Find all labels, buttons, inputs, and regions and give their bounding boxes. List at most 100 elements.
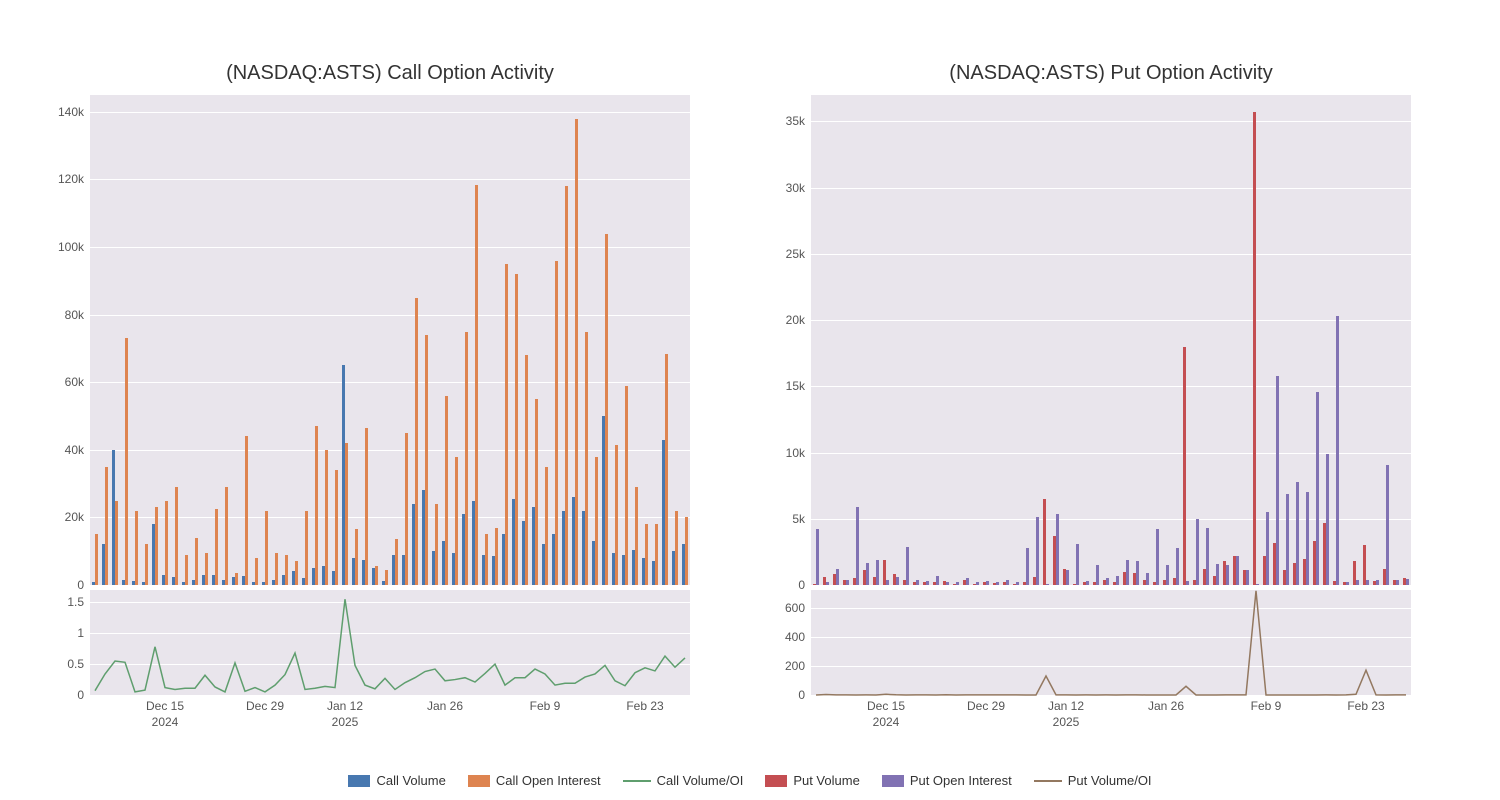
bar — [866, 563, 869, 586]
y-tick-label: 60k — [65, 375, 90, 389]
bar — [1036, 517, 1039, 585]
bar — [475, 185, 478, 585]
figure: (NASDAQ:ASTS) Call Option Activity 020k4… — [0, 0, 1500, 800]
bar — [445, 396, 448, 585]
bar — [285, 555, 288, 585]
bar — [575, 119, 578, 585]
bar — [1276, 376, 1279, 585]
bar — [435, 504, 438, 585]
bar — [555, 261, 558, 585]
bar — [906, 547, 909, 585]
bar — [926, 581, 929, 585]
bar — [535, 399, 538, 585]
bar — [1206, 528, 1209, 585]
y-tick-label: 140k — [58, 105, 90, 119]
bar — [585, 332, 588, 585]
y-tick-label: 5k — [792, 512, 811, 526]
bar — [1086, 581, 1089, 585]
bar — [1076, 544, 1079, 585]
bar — [185, 555, 188, 585]
bar — [1226, 565, 1229, 585]
y-tick-label: 120k — [58, 172, 90, 186]
bar — [525, 355, 528, 585]
legend-item: Call Volume — [348, 773, 445, 788]
bar — [645, 524, 648, 585]
legend-swatch — [765, 775, 787, 787]
legend-line-swatch — [623, 780, 651, 782]
bar — [375, 566, 378, 585]
y-tick-label: 600 — [785, 601, 811, 615]
bar — [1336, 316, 1339, 585]
legend-swatch — [882, 775, 904, 787]
bar — [485, 534, 488, 585]
bar — [1376, 580, 1379, 585]
legend-item: Call Volume/OI — [623, 773, 744, 788]
bar — [846, 580, 849, 585]
y-tick-label: 100k — [58, 240, 90, 254]
legend: Call Volume Call Open Interest Call Volume… — [0, 773, 1500, 788]
bar — [1306, 492, 1309, 585]
bar — [215, 509, 218, 585]
left-bar-chart: 020k40k60k80k100k120k140k — [90, 95, 690, 585]
bar — [1236, 556, 1239, 585]
bar — [595, 457, 598, 585]
y-tick-label: 10k — [786, 446, 811, 460]
y-tick-label: 0 — [798, 688, 811, 702]
bar — [425, 335, 428, 585]
bar — [305, 511, 308, 585]
bar — [385, 570, 388, 585]
bar — [1146, 573, 1149, 585]
bar — [335, 470, 338, 585]
bar — [1136, 561, 1139, 585]
legend-label: Call Volume/OI — [657, 773, 744, 788]
bar — [655, 524, 658, 585]
bar — [265, 511, 268, 585]
bar — [1016, 582, 1019, 585]
y-tick-label: 0.5 — [67, 657, 90, 671]
bar — [1096, 565, 1099, 585]
right-title: (NASDAQ:ASTS) Put Option Activity — [811, 62, 1411, 85]
bar — [245, 436, 248, 585]
legend-item: Call Open Interest — [468, 773, 601, 788]
x-tick-label: Jan 122025 — [327, 695, 363, 730]
y-tick-label: 30k — [786, 181, 811, 195]
bar — [1366, 580, 1369, 585]
bar — [105, 467, 108, 585]
bar — [465, 332, 468, 585]
bar — [1046, 584, 1049, 585]
right-ratio-chart: 0200400600Dec 152024Dec 29Jan 122025Jan … — [811, 590, 1411, 695]
y-tick-label: 400 — [785, 630, 811, 644]
bar — [295, 561, 298, 585]
bar — [205, 553, 208, 585]
bar — [1186, 581, 1189, 585]
legend-item: Put Volume — [765, 773, 860, 788]
bar — [1296, 482, 1299, 585]
x-tick-label: Dec 29 — [246, 695, 284, 715]
bar — [155, 507, 158, 585]
legend-swatch — [468, 775, 490, 787]
bar — [1116, 576, 1119, 585]
y-tick-label: 80k — [65, 308, 90, 322]
y-tick-label: 200 — [785, 659, 811, 673]
legend-label: Put Open Interest — [910, 773, 1012, 788]
bar — [1356, 580, 1359, 585]
y-tick-label: 1 — [77, 626, 90, 640]
bar — [1106, 578, 1109, 585]
bar — [635, 487, 638, 585]
y-tick-label: 0 — [798, 578, 811, 592]
bar — [405, 433, 408, 585]
x-tick-label: Jan 122025 — [1048, 695, 1084, 730]
bar — [455, 457, 458, 585]
bar — [1386, 465, 1389, 586]
bar — [936, 576, 939, 585]
bar — [1256, 584, 1259, 585]
right-bar-chart: 05k10k15k20k25k30k35k — [811, 95, 1411, 585]
y-tick-label: 25k — [786, 247, 811, 261]
bar — [515, 274, 518, 585]
bar — [996, 582, 999, 585]
bar — [986, 581, 989, 585]
bar — [365, 428, 368, 585]
bar — [816, 529, 819, 585]
ratio-line — [816, 591, 1406, 695]
bar — [1026, 548, 1029, 585]
